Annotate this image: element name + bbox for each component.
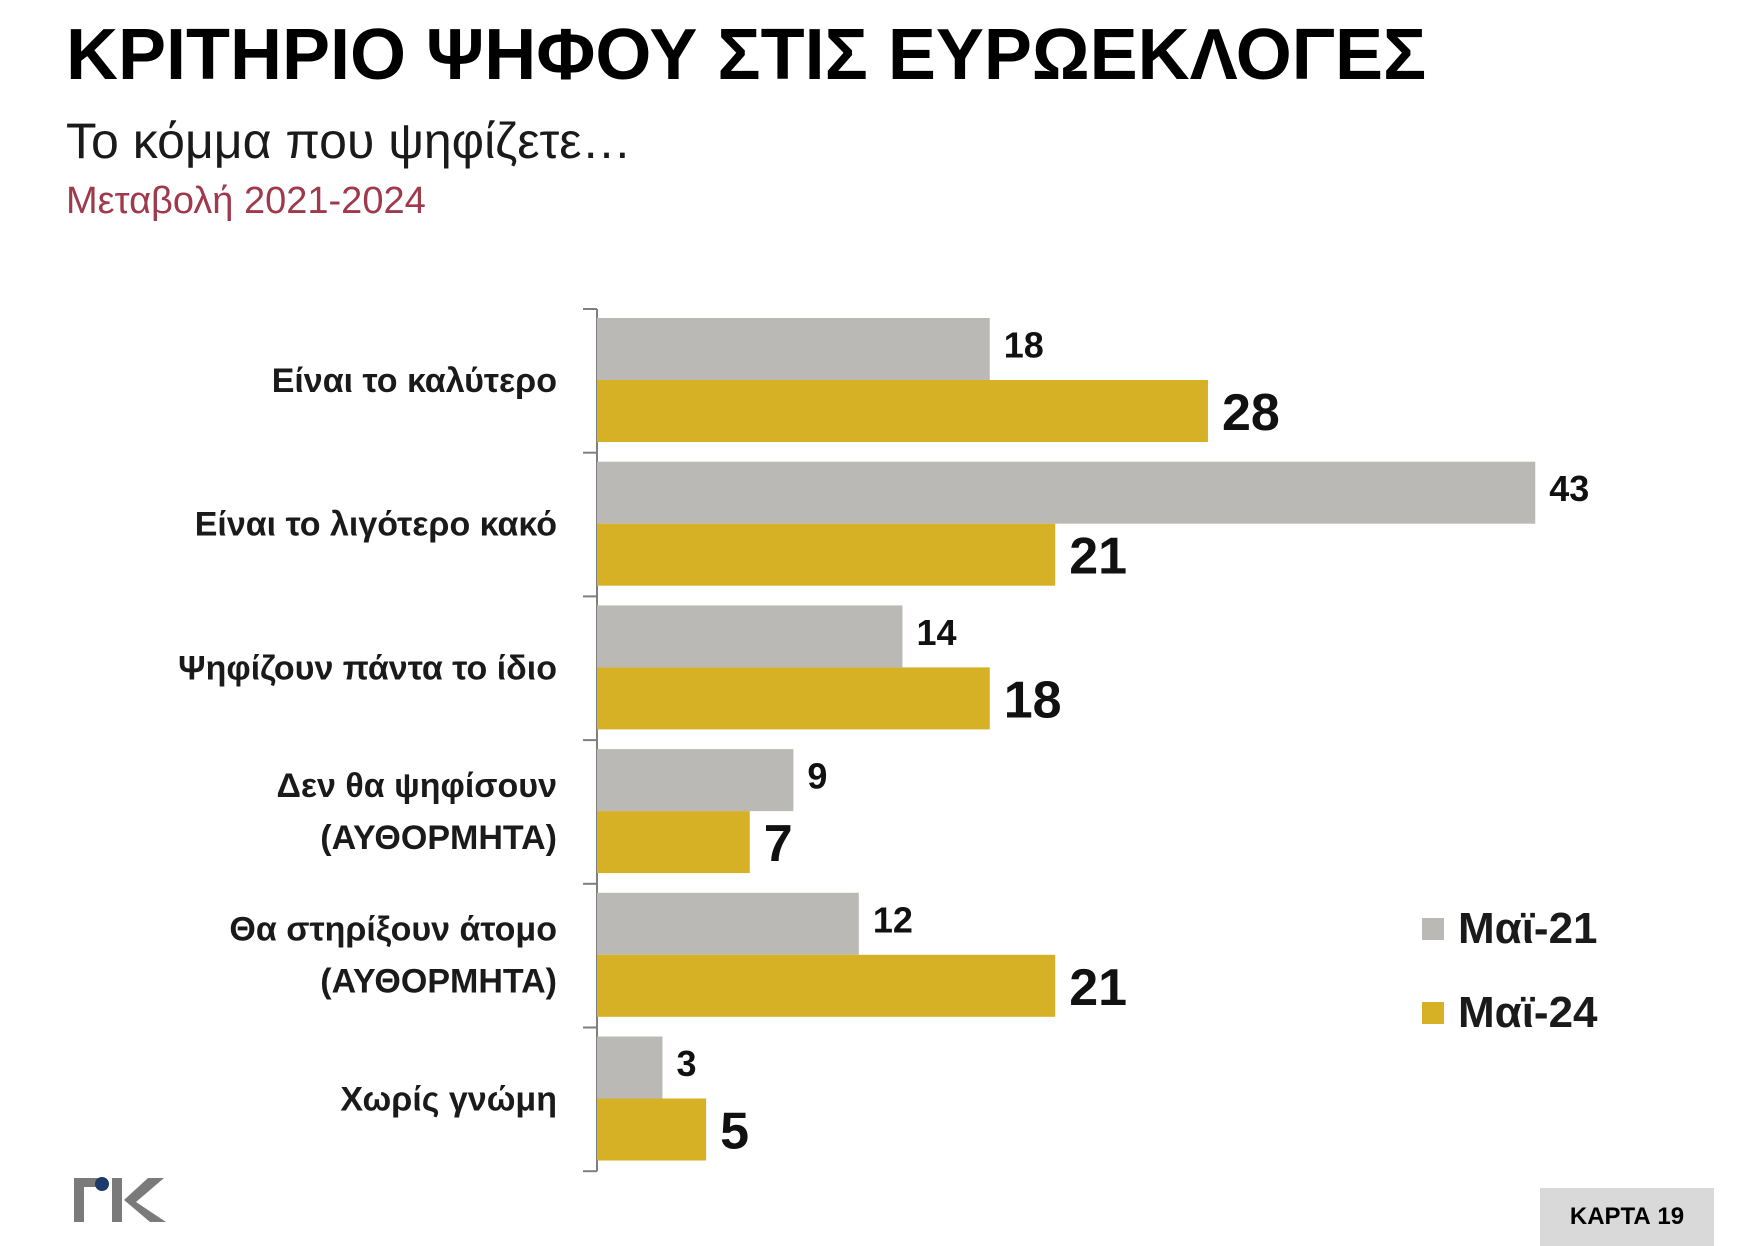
category-label: (ΑΥΘΟΡΜΗΤΑ) (320, 819, 557, 857)
bar-may-21 (597, 749, 794, 812)
company-logo (74, 1177, 166, 1222)
legend-item-may-24: Μαϊ-24 (1422, 988, 1598, 1037)
data-label-may-24: 21 (1069, 959, 1127, 1017)
card-number-badge: ΚΑΡΤΑ 19 (1540, 1188, 1714, 1246)
legend-label-may-21: Μαϊ-21 (1458, 904, 1598, 953)
data-label-may-21: 12 (873, 899, 913, 940)
data-label-may-21: 3 (676, 1043, 696, 1084)
bar-may-21 (597, 1036, 663, 1099)
bar-may-21 (597, 318, 990, 380)
bar-may-24 (597, 380, 1208, 442)
bar-may-24 (597, 954, 1056, 1017)
data-label-may-21: 9 (807, 756, 827, 797)
bar-may-24 (597, 1098, 707, 1161)
bar-may-21 (597, 892, 859, 955)
change-period-note: Μεταβολή 2021-2024 (66, 180, 426, 222)
legend-swatch-may-21 (1422, 918, 1444, 940)
bar-may-21 (597, 605, 903, 668)
category-label: Δεν θα ψηφίσουν (276, 767, 557, 805)
data-label-may-24: 7 (764, 815, 793, 873)
category-label: Είναι το καλύτερο (272, 362, 557, 400)
category-label: Θα στηρίξουν άτομο (229, 911, 557, 949)
category-label: (ΑΥΘΟΡΜΗΤΑ) (320, 963, 557, 1001)
page-subtitle: Το κόμμα που ψηφίζετε… (66, 113, 632, 169)
data-label-may-21: 43 (1549, 468, 1589, 509)
bar-may-24 (597, 811, 750, 874)
legend-swatch-may-24 (1422, 1002, 1444, 1024)
bar-may-24 (597, 523, 1056, 586)
data-label-may-24: 5 (720, 1103, 749, 1161)
logo-mark (74, 1177, 166, 1222)
page-title: ΚΡΙΤΗΡΙΟ ΨΗΦΟΥ ΣΤΙΣ ΕΥΡΩΕΚΛΟΓΕΣ (66, 15, 1427, 95)
category-label: Χωρίς γνώμη (340, 1080, 557, 1118)
bar-may-24 (597, 667, 990, 730)
bar-may-21 (597, 461, 1536, 524)
data-label-may-24: 28 (1222, 384, 1280, 442)
legend-item-may-21: Μαϊ-21 (1422, 904, 1598, 953)
data-label-may-21: 18 (1004, 325, 1044, 366)
data-label-may-24: 21 (1069, 528, 1127, 586)
data-label-may-21: 14 (916, 612, 956, 653)
category-label: Ψηφίζουν πάντα το ίδιο (178, 649, 557, 687)
data-label-may-24: 18 (1004, 671, 1062, 729)
category-label: Είναι το λιγότερο κακό (195, 506, 557, 544)
chart-legend: Μαϊ-21 Μαϊ-24 (1422, 904, 1598, 1073)
legend-label-may-24: Μαϊ-24 (1458, 988, 1598, 1037)
